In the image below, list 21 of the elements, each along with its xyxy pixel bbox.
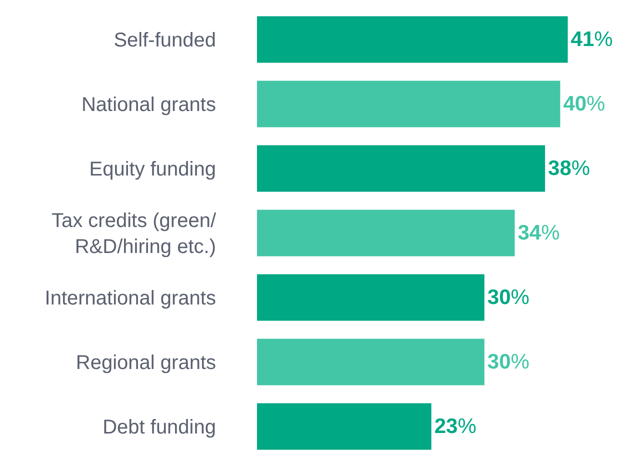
data-label: 30% bbox=[487, 350, 530, 374]
data-label: 30% bbox=[487, 286, 530, 310]
y-tick-label: International grants bbox=[44, 288, 216, 310]
data-label: 41% bbox=[570, 28, 613, 51]
data-label: 38% bbox=[548, 156, 590, 180]
bar bbox=[257, 210, 515, 256]
y-tick-label: Equity funding bbox=[89, 158, 216, 180]
bar bbox=[257, 145, 546, 192]
y-tick-label: Debt funding bbox=[102, 416, 216, 439]
bar bbox=[257, 80, 560, 128]
bar bbox=[257, 338, 484, 386]
bar bbox=[257, 16, 568, 63]
bar bbox=[257, 403, 432, 450]
y-tick-label: National grants bbox=[81, 94, 216, 116]
data-label: 40% bbox=[563, 92, 606, 116]
y-tick-label: Self-funded bbox=[114, 29, 216, 52]
y-tick-label: Tax credits (green/ R&D/hiring etc.) bbox=[51, 210, 216, 258]
data-label: 23% bbox=[434, 415, 476, 438]
data-label: 34% bbox=[518, 222, 560, 244]
bar bbox=[257, 274, 484, 321]
y-tick-label: Regional grants bbox=[76, 352, 216, 374]
